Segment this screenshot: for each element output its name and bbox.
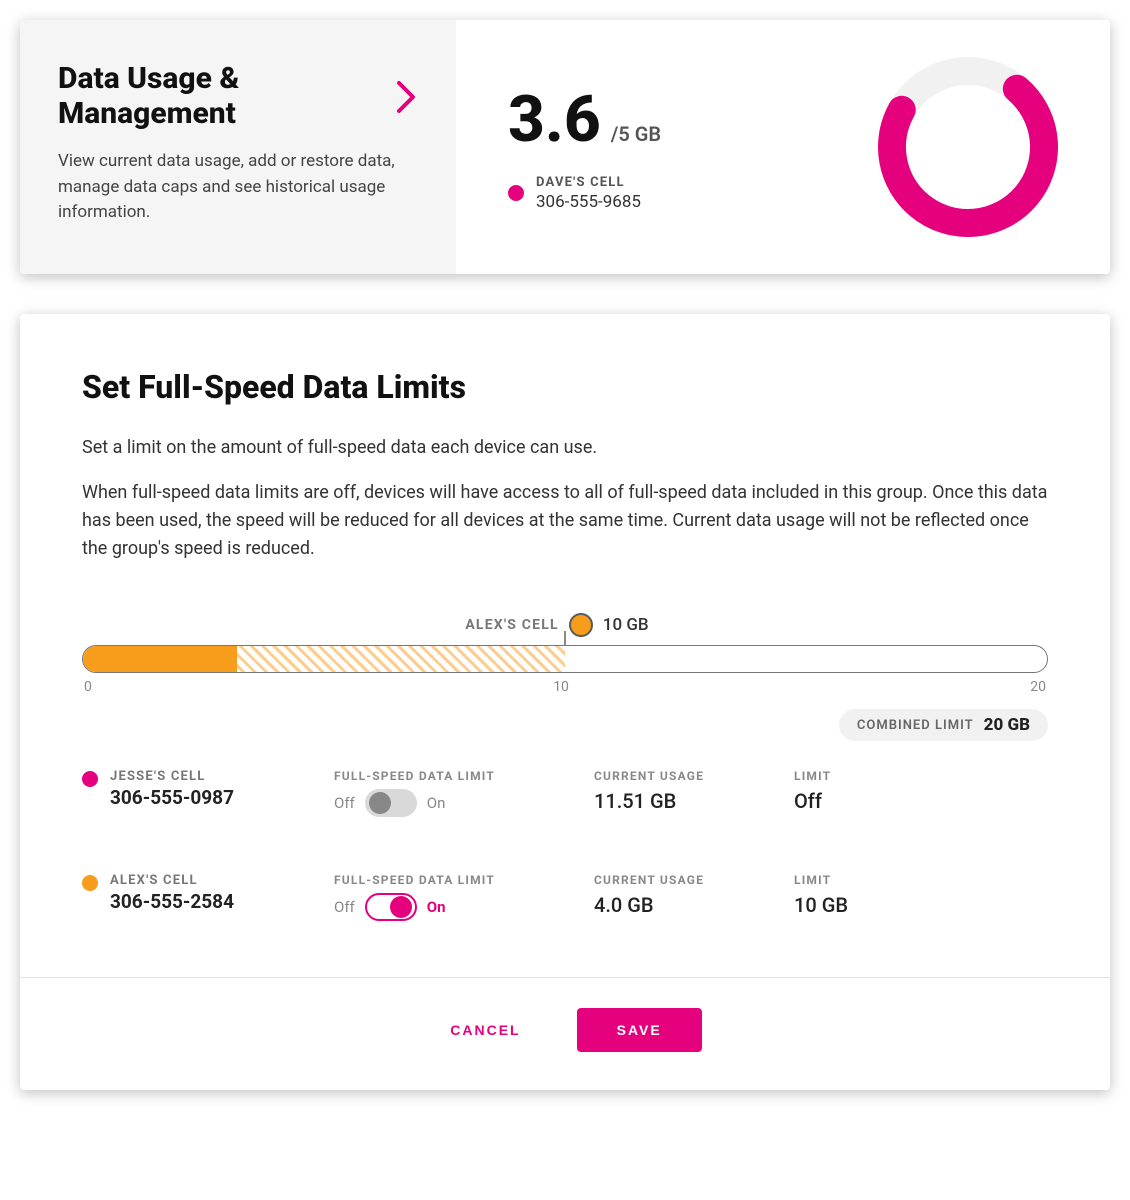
- device-name: DAVE'S CELL: [536, 175, 641, 190]
- toggle-off-label: Off: [334, 794, 355, 812]
- limit-slider[interactable]: ALEX'S CELL 10 GB 0 10 20: [82, 613, 1048, 695]
- device-dot-icon: [82, 875, 98, 891]
- usage-title: Data Usage & Management: [58, 62, 378, 131]
- device-dot-icon: [82, 771, 98, 787]
- toggle-on-label: On: [427, 794, 446, 812]
- data-usage-card: Data Usage & Management View current dat…: [20, 20, 1110, 274]
- chevron-right-icon[interactable]: [396, 80, 418, 114]
- limit-column-label: LIMIT: [794, 873, 924, 887]
- device-cell: JESSE'S CELL 306-555-0987: [82, 769, 314, 809]
- slider-tick-min: 0: [84, 679, 92, 695]
- slider-stem: [564, 631, 566, 645]
- device-phone: 306-555-2584: [110, 890, 234, 913]
- current-usage-cell: CURRENT USAGE 11.51 GB: [594, 769, 774, 813]
- limits-desc-1: Set a limit on the amount of full-speed …: [82, 434, 1048, 462]
- usage-total: /5 GB: [611, 122, 661, 146]
- limit-value: 10 GB: [794, 893, 924, 917]
- device-phone: 306-555-0987: [110, 786, 234, 809]
- toggle-off-label: Off: [334, 898, 355, 916]
- limit-value: Off: [794, 789, 924, 813]
- toggle-cell: FULL-SPEED DATA LIMIT Off On: [334, 769, 574, 817]
- limit-cell: LIMIT Off: [794, 769, 924, 813]
- usage-donut-chart: [878, 57, 1058, 237]
- device-row: DAVE'S CELL 306-555-9685: [508, 175, 661, 212]
- current-usage-value: 11.51 GB: [594, 789, 774, 813]
- footer-actions: CANCEL SAVE: [20, 977, 1110, 1090]
- slider-value-label: 10 GB: [603, 615, 649, 635]
- usage-column-label: CURRENT USAGE: [594, 769, 774, 783]
- toggle-cell: FULL-SPEED DATA LIMIT Off On: [334, 873, 574, 921]
- device-list: JESSE'S CELL 306-555-0987 FULL-SPEED DATA …: [82, 769, 1048, 921]
- toggle-knob-icon: [390, 896, 412, 918]
- combined-limit-value: 20 GB: [984, 715, 1030, 735]
- limit-cell: LIMIT 10 GB: [794, 873, 924, 917]
- toggle-column-label: FULL-SPEED DATA LIMIT: [334, 769, 574, 783]
- toggle-knob-icon: [369, 792, 391, 814]
- slider-fill-region: [83, 646, 237, 672]
- toggle-on-label: On: [427, 898, 446, 916]
- combined-limit-badge: COMBINED LIMIT 20 GB: [839, 709, 1048, 741]
- limit-column-label: LIMIT: [794, 769, 924, 783]
- data-limits-card: Set Full-Speed Data Limits Set a limit o…: [20, 314, 1110, 1091]
- data-limit-toggle[interactable]: [365, 893, 417, 921]
- usage-column-label: CURRENT USAGE: [594, 873, 774, 887]
- device-list-row: ALEX'S CELL 306-555-2584 FULL-SPEED DATA L…: [82, 873, 1048, 921]
- slider-handle-icon[interactable]: [569, 613, 593, 637]
- device-name: ALEX'S CELL: [110, 873, 234, 888]
- slider-device-label: ALEX'S CELL: [465, 617, 558, 633]
- usage-description: View current data usage, add or restore …: [58, 149, 418, 226]
- usage-left-panel: Data Usage & Management View current dat…: [20, 20, 456, 274]
- usage-value: 3.6: [508, 82, 601, 157]
- device-cell: ALEX'S CELL 306-555-2584: [82, 873, 314, 913]
- current-usage-cell: CURRENT USAGE 4.0 GB: [594, 873, 774, 917]
- device-list-row: JESSE'S CELL 306-555-0987 FULL-SPEED DATA …: [82, 769, 1048, 817]
- limits-title: Set Full-Speed Data Limits: [82, 368, 1048, 406]
- cancel-button[interactable]: CANCEL: [428, 1008, 542, 1052]
- device-dot-icon: [508, 185, 524, 201]
- limits-desc-2: When full-speed data limits are off, dev…: [82, 479, 1048, 563]
- data-limit-toggle[interactable]: [365, 789, 417, 817]
- slider-track[interactable]: [82, 645, 1048, 673]
- save-button[interactable]: SAVE: [577, 1008, 702, 1052]
- current-usage-value: 4.0 GB: [594, 893, 774, 917]
- combined-limit-label: COMBINED LIMIT: [857, 718, 974, 733]
- slider-tick-max: 20: [1030, 679, 1046, 695]
- device-name: JESSE'S CELL: [110, 769, 234, 784]
- device-phone: 306-555-9685: [536, 192, 641, 212]
- slider-tick-mid: 10: [553, 679, 569, 695]
- toggle-column-label: FULL-SPEED DATA LIMIT: [334, 873, 574, 887]
- usage-right-panel: 3.6 /5 GB DAVE'S CELL 306-555-9685: [456, 20, 1110, 274]
